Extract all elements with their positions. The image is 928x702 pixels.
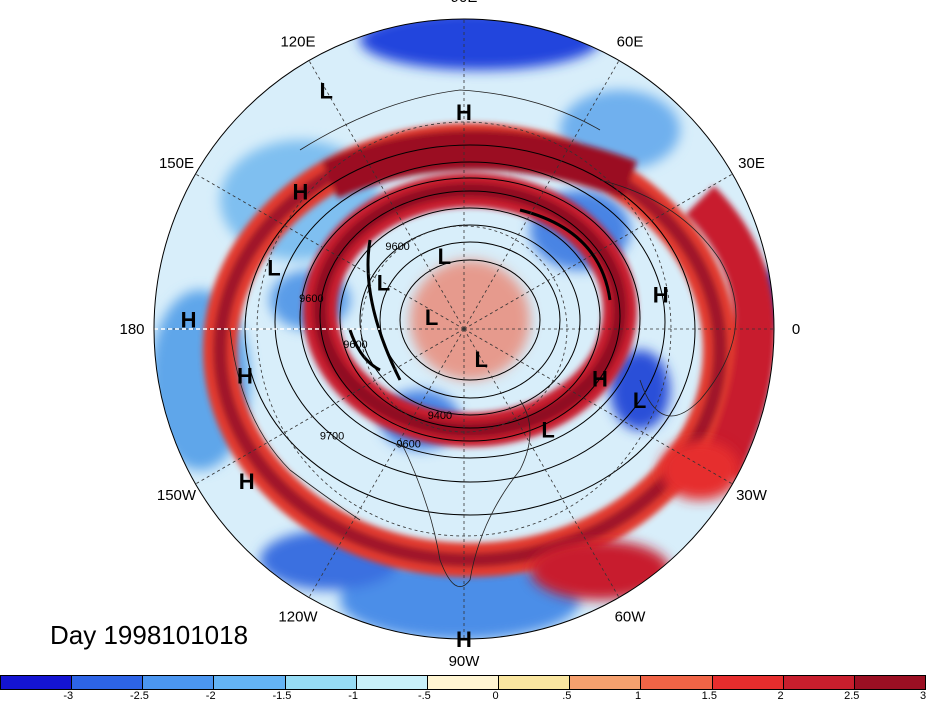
longitude-label: 120W [278,609,318,626]
colorbar-tick-label: -1 [348,690,359,702]
colorbar-swatch [499,676,571,689]
high-pressure-label: H [237,364,253,389]
day-label: Day 1998101018 [50,620,249,650]
low-pressure-label: L [633,388,646,413]
longitude-label: 30E [738,155,765,172]
colorbar-tick-label: .5 [562,690,572,702]
contour-label: 9400 [428,410,452,422]
low-pressure-label: L [377,271,390,296]
colorbar-swatch [143,676,215,689]
meridian-line [308,60,465,330]
colorbar-swatch [356,676,428,689]
colorbar-tick-label: 2 [777,690,784,702]
high-pressure-label: H [592,366,608,391]
low-pressure-label: L [425,305,438,330]
contour-label: 9600 [396,439,420,451]
contour-label: 9700 [320,431,344,443]
colorbar-tick-label: 1 [635,690,642,702]
meridian-line [463,328,620,598]
colorbar-swatch [214,676,286,689]
colorbar-tick-label: 1.5 [701,690,717,702]
contour-label: 9600 [385,241,409,253]
high-pressure-label: H [239,469,255,494]
colorbar-tick-label: 0 [492,690,499,702]
colorbar-swatch [570,676,642,689]
meridian-line [463,328,733,485]
colorbar-swatch [427,676,500,689]
longitude-label: 120E [280,33,315,50]
colorbar-swatch [783,676,855,689]
map-boundary [153,18,775,640]
low-pressure-label: L [267,255,280,280]
colorbar-tick-label: 2.5 [844,690,860,702]
high-pressure-label: H [456,100,472,125]
longitude-label: 60W [615,609,647,626]
colorbar-swatch [712,676,784,689]
longitude-label: 180 [119,321,144,338]
colorbar-tick-label: -.5 [417,690,431,702]
meridian-line [463,60,620,330]
high-pressure-label: H [181,307,197,332]
colorbar-swatch [72,676,144,689]
colorbar-tick-label: 3 [919,690,927,702]
high-pressure-label: H [292,180,308,205]
meridian-line [195,173,465,330]
longitude-label: 30W [736,487,768,504]
longitude-label: 150E [159,155,194,172]
colorbar-tick-label: -3 [63,690,74,702]
longitude-label: 90W [449,653,481,670]
longitude-labels: 90E 60E 30E 0 30W 60W 90W 120W 150W 180 150E 120E [119,0,800,670]
longitude-label: 60E [617,33,644,50]
colorbar-swatch [1,676,73,689]
colorbar-tick-label: -2 [205,690,216,702]
longitude-label: 90E [451,0,478,6]
high-pressure-label: H [653,282,669,307]
low-pressure-label: L [319,78,332,103]
colorbar-tick-label: -1.5 [272,690,292,702]
low-pressure-label: L [541,417,554,442]
high-pressure-label: H [456,627,472,652]
longitude-label: 150W [157,487,197,504]
longitude-label: 0 [792,321,800,338]
meridian-line [308,328,465,598]
coastlines [229,89,737,587]
colorbar-tick-label: -2.5 [129,690,149,702]
height-contours [244,144,696,516]
colorbar-swatch [285,676,357,689]
low-pressure-label: L [474,347,487,372]
low-pressure-label: L [438,244,451,269]
meridian-line [463,173,733,330]
contour-label: 9600 [343,339,367,351]
colorbar-swatch [641,676,713,689]
contour-label: 9600 [299,293,323,305]
meridian-line [195,328,465,485]
contour-labels: 9600 9700 9400 9600 9600 9600 [299,241,452,451]
colorbar-swatch [854,676,926,689]
colorbar [0,675,926,690]
